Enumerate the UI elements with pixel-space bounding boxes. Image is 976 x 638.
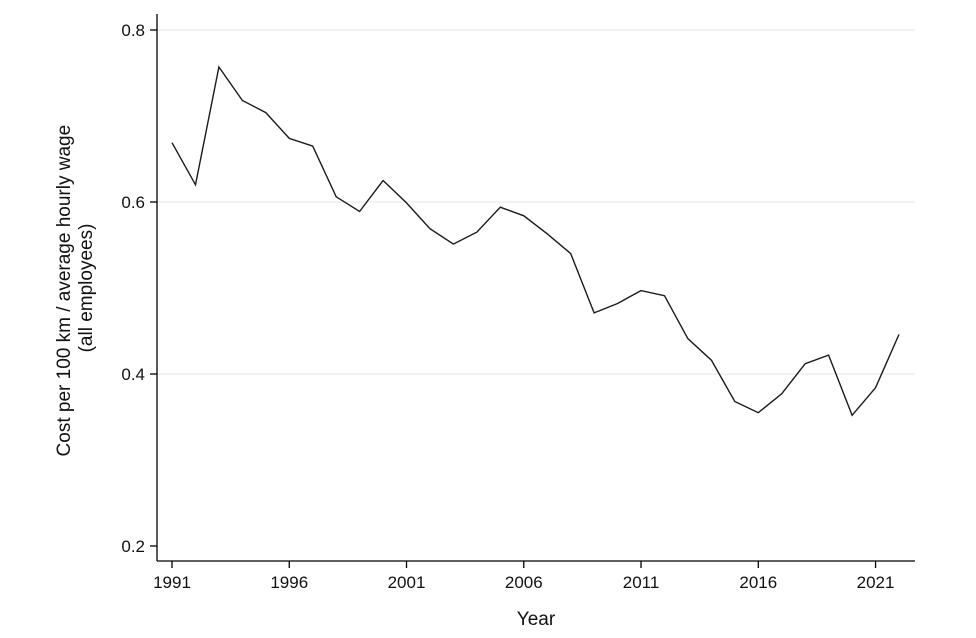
series-layer (171, 65, 900, 417)
y-tick-label: 0.2 (121, 537, 145, 556)
axes (156, 14, 915, 562)
y-tick-label: 0.8 (121, 21, 145, 40)
x-tick-label: 2006 (505, 573, 543, 592)
x-axis-ticks: 1991 1996 2001 2006 2011 2016 2021 (153, 561, 894, 592)
y-tick-label: 0.4 (121, 365, 145, 384)
x-axis-title: Year (517, 609, 556, 630)
y-axis-title-line-1: Cost per 100 km / average hourly wage (54, 125, 75, 457)
x-tick-label: 1991 (153, 573, 191, 592)
x-tick-label: 2021 (857, 573, 895, 592)
x-tick-label: 2001 (388, 573, 426, 592)
x-tick-label: 2016 (739, 573, 777, 592)
y-axis-ticks: 0.2 0.4 0.6 0.8 (121, 21, 157, 556)
y-axis-title-line-2: (all employees) (76, 224, 97, 353)
series-line (171, 65, 900, 417)
x-tick-label: 2011 (623, 573, 660, 592)
y-tick-label: 0.6 (121, 193, 145, 212)
y-axis-title: Cost per 100 km / average hourly wage (a… (54, 120, 97, 457)
gridlines (157, 29, 915, 375)
x-tick-label: 1996 (270, 573, 308, 592)
